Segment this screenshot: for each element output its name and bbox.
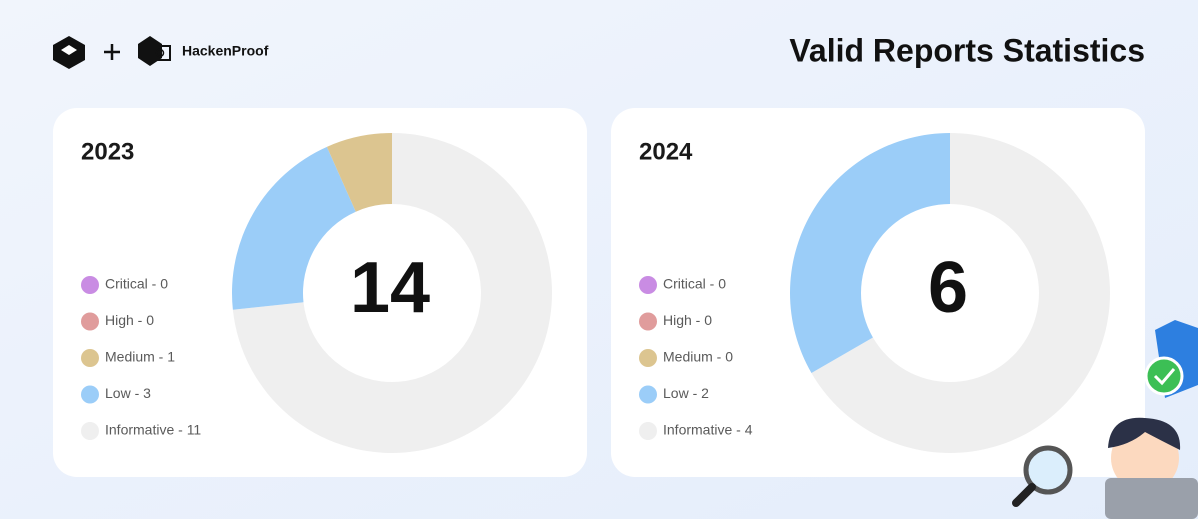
- year-label: 2023: [81, 138, 134, 165]
- donut-segment: [232, 133, 552, 453]
- legend-label: Low - 3: [105, 385, 151, 401]
- legend-label: High - 0: [663, 312, 712, 328]
- legend-swatch: [639, 385, 657, 404]
- decoration: [1012, 320, 1198, 519]
- legend-swatch: [639, 276, 657, 294]
- legend-swatch: [81, 312, 99, 331]
- legend-label: Medium - 0: [663, 349, 733, 365]
- brand: HackenProof: [182, 43, 269, 59]
- donut-segment: [232, 146, 356, 310]
- donut-segment: [789, 133, 950, 373]
- legend-label: Low - 2: [663, 385, 709, 401]
- legend-label: Medium - 1: [105, 349, 175, 365]
- legend-swatch: [81, 422, 99, 440]
- legend-label: High - 0: [105, 312, 154, 328]
- legend-swatch: [639, 349, 657, 367]
- donut-segment: [326, 133, 392, 212]
- logo: [53, 36, 171, 69]
- legend-label: Critical - 0: [105, 276, 168, 292]
- legend-swatch: [81, 385, 99, 404]
- legend-swatch: [639, 312, 657, 331]
- page-title: Valid Reports Statistics: [789, 32, 1145, 68]
- center-total: 6: [928, 248, 968, 328]
- legend-swatch: [81, 276, 99, 294]
- center-total: 14: [350, 248, 430, 328]
- legend-swatch: [81, 349, 99, 367]
- donut-segment: [811, 133, 1110, 453]
- legend-label: Informative - 11: [105, 422, 201, 438]
- year-label: 2024: [639, 138, 693, 165]
- legend-swatch: [639, 422, 657, 440]
- legend-label: Critical - 0: [663, 276, 726, 292]
- legend-label: Informative - 4: [663, 422, 753, 438]
